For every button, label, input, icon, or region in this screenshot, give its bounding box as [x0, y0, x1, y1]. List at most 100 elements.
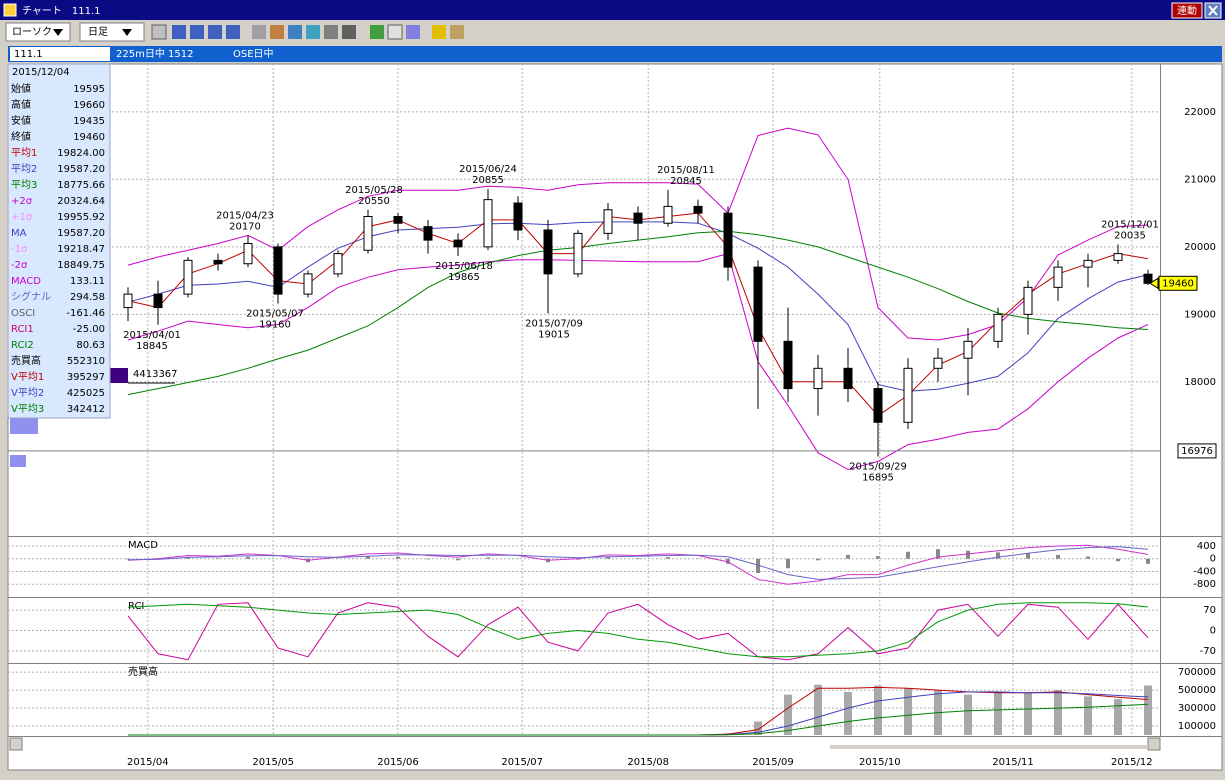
info-value: 342412: [67, 404, 105, 415]
info-value: 19660: [73, 100, 105, 111]
annotation-value: 19160: [259, 320, 291, 331]
annotation-value: 20550: [358, 196, 390, 207]
info-value: 18849.75: [57, 260, 105, 271]
x-tick-label: 2015/06: [377, 757, 419, 768]
y-tick-label: 400: [1197, 541, 1216, 552]
scroll-thumb[interactable]: [830, 745, 1148, 749]
tool-icon[interactable]: [388, 25, 402, 39]
title-bar: [0, 0, 1225, 20]
annotation-date: 2015/12/01: [1101, 220, 1159, 231]
y-tick-label: 300000: [1178, 703, 1216, 714]
annotation-value: 19865: [448, 272, 480, 283]
tool-icon[interactable]: [208, 25, 222, 39]
y-tick-label: 100000: [1178, 721, 1216, 732]
info-label: OSCI: [11, 308, 35, 319]
tool-icon[interactable]: [406, 25, 420, 39]
info-value: 80.63: [76, 340, 105, 351]
annotation-date: 2015/05/07: [246, 309, 304, 320]
sync-label[interactable]: 連動: [1177, 4, 1197, 17]
osci-bar: [876, 556, 880, 559]
volume-profile-bar: [10, 455, 26, 467]
tool-icon[interactable]: [306, 25, 320, 39]
candle-body: [514, 203, 522, 230]
y-tick-label: 500000: [1178, 685, 1216, 696]
x-tick-label: 2015/04: [127, 757, 169, 768]
volume-bar: [1114, 699, 1122, 735]
volume-bar: [1144, 685, 1152, 735]
candle-body: [304, 274, 312, 294]
info-label: 始値: [11, 82, 31, 95]
y-tick-label: 70: [1203, 605, 1216, 616]
candle-body: [634, 213, 642, 223]
candle-body: [1144, 274, 1152, 283]
code: 111.1: [14, 49, 43, 60]
annotation-value: 20035: [1114, 231, 1146, 242]
info-value: 19460: [73, 132, 105, 143]
candle-body: [844, 368, 852, 388]
candle-body: [664, 206, 672, 223]
osci-bar: [1086, 556, 1090, 558]
window-title: チャート 111.1: [22, 5, 101, 17]
tool-icon[interactable]: [226, 25, 240, 39]
annotation-date: 2015/06/24: [459, 164, 517, 175]
chart-kind[interactable]: ローソク: [12, 26, 52, 38]
info-value: 133.11: [70, 276, 105, 287]
period[interactable]: 日足: [88, 26, 108, 38]
candle-body: [544, 230, 552, 274]
volume-bar: [844, 692, 852, 735]
y-tick-label: 18000: [1184, 377, 1216, 388]
info-label: V平均3: [11, 403, 44, 415]
scroll-left[interactable]: [10, 738, 22, 750]
tool-icon[interactable]: [342, 25, 356, 39]
tool-icon[interactable]: [370, 25, 384, 39]
volume-bar: [784, 695, 792, 735]
info-value: 19587.20: [57, 164, 105, 175]
tool-icon[interactable]: [190, 25, 204, 39]
info-label: +1σ: [11, 212, 33, 223]
osci-bar: [1116, 559, 1120, 562]
osci-bar: [216, 558, 220, 559]
candle-body: [904, 368, 912, 422]
candle-body: [994, 314, 1002, 341]
info-value: 19824.00: [57, 148, 105, 159]
info-label: 平均2: [11, 163, 37, 175]
info-label: RCI1: [11, 324, 34, 335]
plot-background: [8, 64, 1222, 770]
tool-icon[interactable]: [152, 25, 166, 39]
annotation-date: 2015/08/11: [657, 165, 715, 176]
candle-body: [214, 260, 222, 263]
osci-bar: [486, 557, 490, 558]
annotation-value: 19015: [538, 329, 570, 340]
volume-bar: [1054, 690, 1062, 735]
side-label: 4413367: [133, 369, 178, 380]
info-label: 終値: [11, 130, 31, 143]
volume-bar: [1084, 696, 1092, 735]
info-label: RCI2: [11, 340, 34, 351]
annotation-value: 20845: [670, 176, 702, 187]
annotation-value: 20855: [472, 175, 504, 186]
osci-bar: [396, 557, 400, 559]
y-tick-label: -400: [1193, 566, 1216, 577]
annotation-date: 2015/05/28: [345, 185, 403, 196]
y-tick-label: 0: [1210, 554, 1216, 565]
tool-icon[interactable]: [172, 25, 186, 39]
tool-icon[interactable]: [252, 25, 266, 39]
info-value: 395297: [67, 372, 105, 383]
last-price-label: 19460: [1162, 278, 1194, 289]
tool-icon[interactable]: [270, 25, 284, 39]
candle-body: [424, 227, 432, 240]
panel-title: MACD: [128, 540, 158, 551]
y-tick-label: 21000: [1184, 174, 1216, 185]
info-value: 294.58: [70, 292, 105, 303]
candle-body: [874, 389, 882, 423]
toolbar-icons: [152, 25, 464, 39]
volume-profile-bar: [110, 368, 128, 383]
tool-icon[interactable]: [432, 25, 446, 39]
y-tick-label: -800: [1193, 579, 1216, 590]
series-name: 225m日中 1512: [116, 47, 193, 60]
scroll-right[interactable]: [1148, 738, 1160, 750]
volume-bar: [994, 692, 1002, 735]
tool-icon[interactable]: [288, 25, 302, 39]
tool-icon[interactable]: [450, 25, 464, 39]
tool-icon[interactable]: [324, 25, 338, 39]
